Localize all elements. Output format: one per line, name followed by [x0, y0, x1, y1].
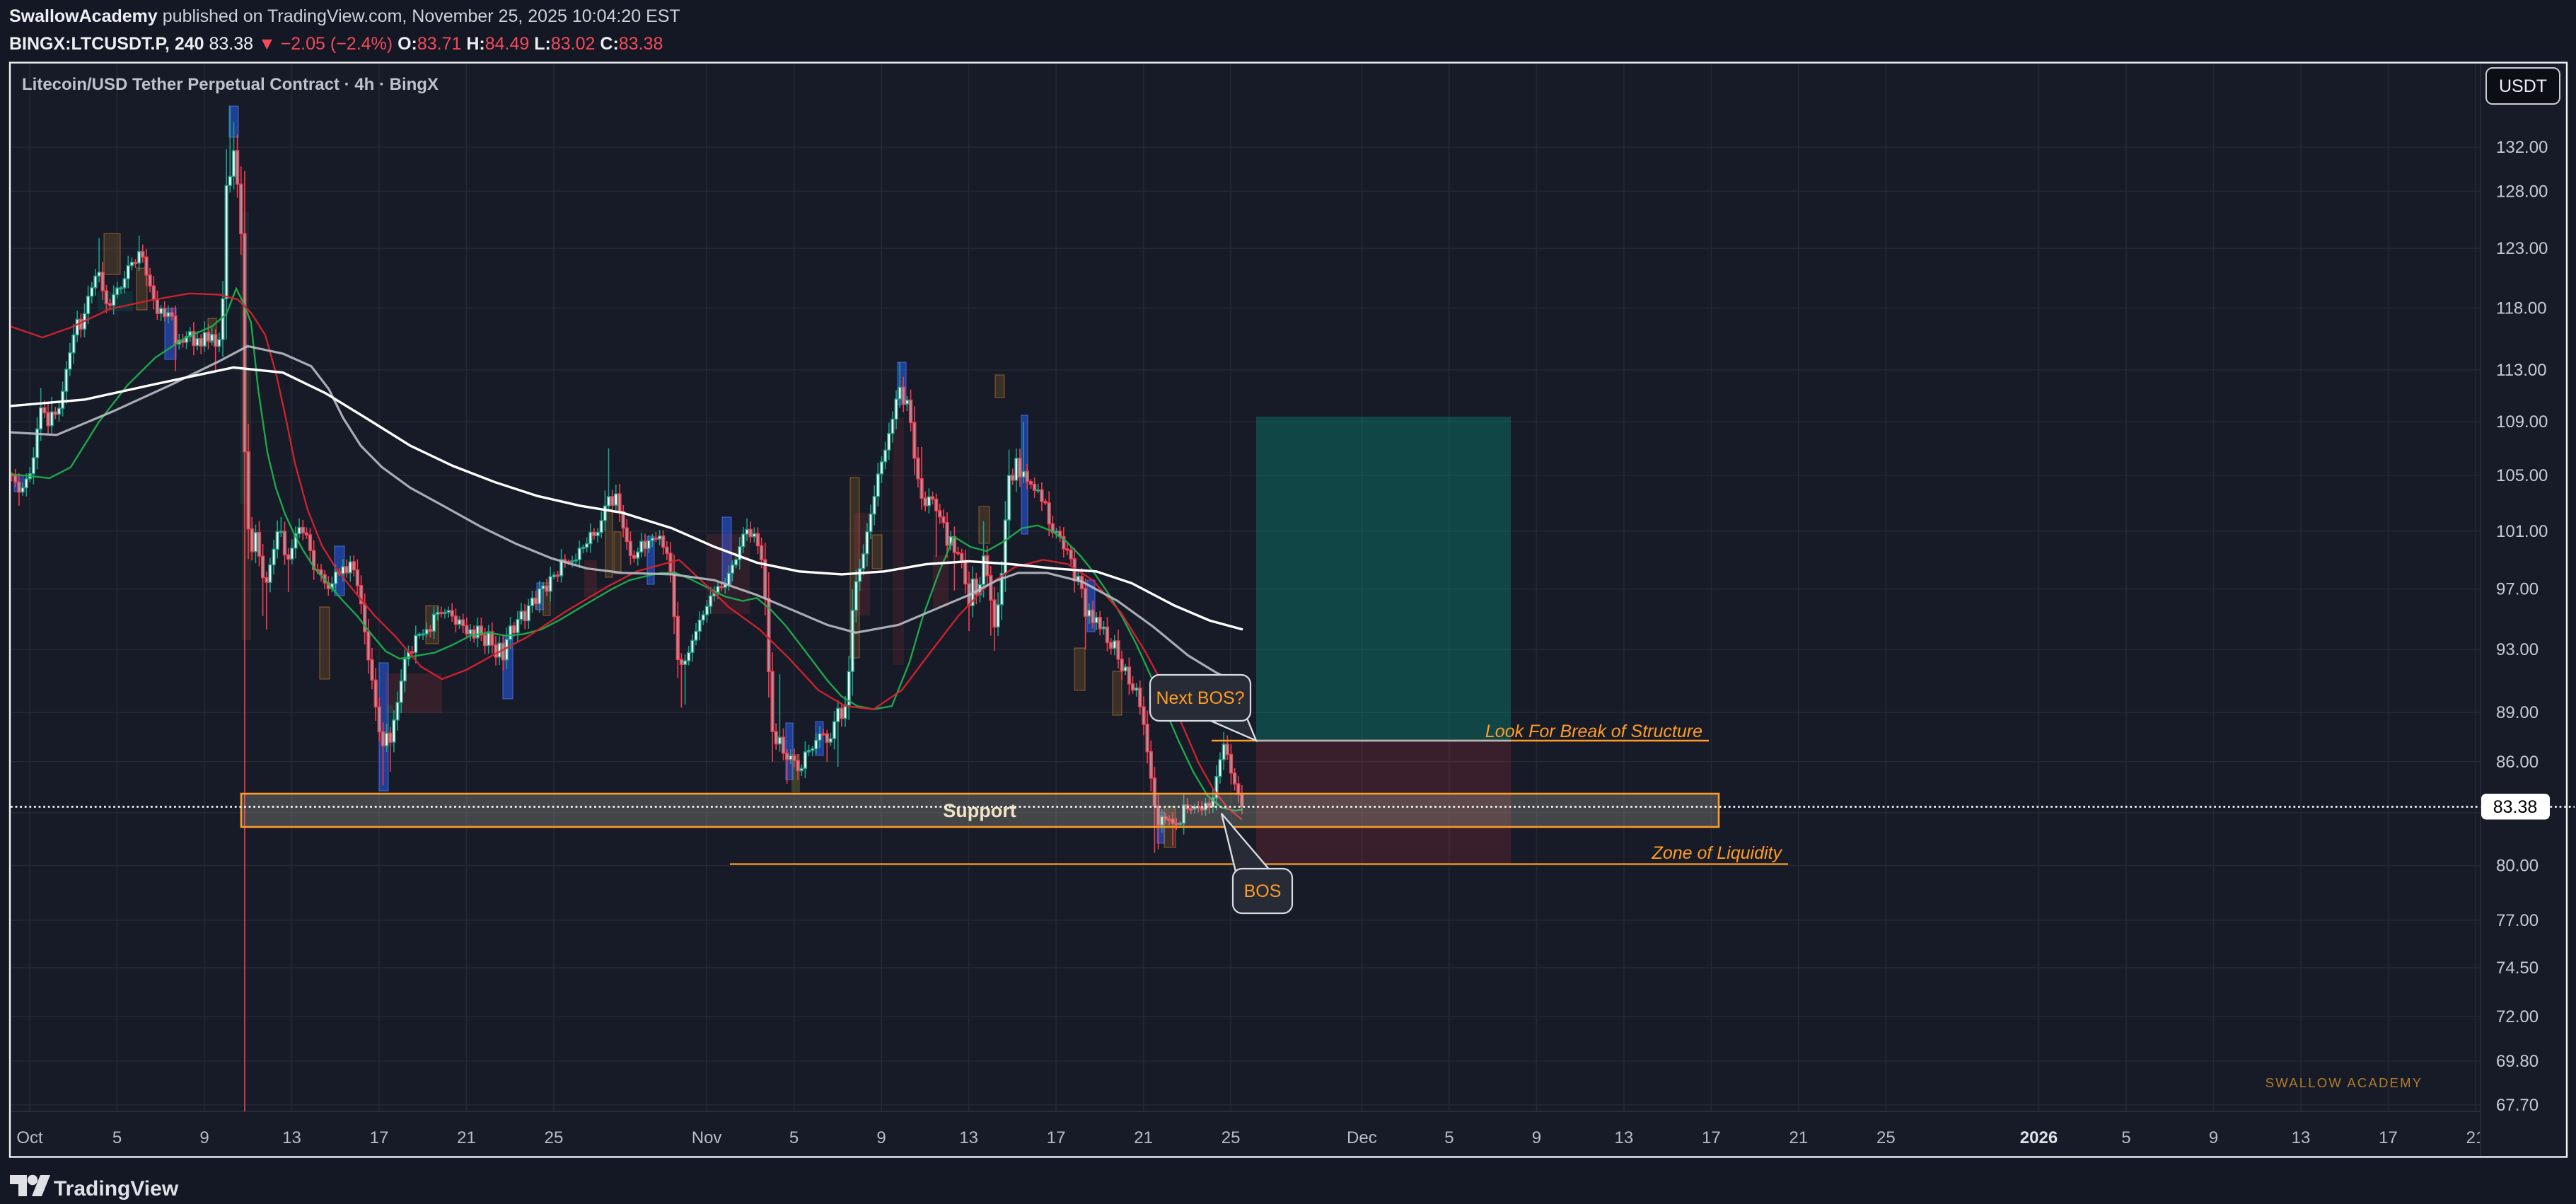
svg-text:128.00: 128.00: [2496, 182, 2548, 201]
svg-text:97.00: 97.00: [2496, 580, 2539, 599]
svg-text:Oct: Oct: [16, 1128, 43, 1147]
svg-text:123.00: 123.00: [2496, 239, 2548, 258]
svg-text:13: 13: [959, 1128, 978, 1147]
svg-text:25: 25: [545, 1128, 564, 1147]
svg-text:67.70: 67.70: [2496, 1096, 2539, 1115]
svg-text:83.38: 83.38: [2493, 797, 2538, 817]
svg-text:25: 25: [1222, 1128, 1241, 1147]
svg-text:Next BOS?: Next BOS?: [1156, 688, 1244, 708]
svg-text:105.00: 105.00: [2496, 466, 2548, 485]
svg-text:2026: 2026: [2020, 1128, 2058, 1147]
svg-text:13: 13: [282, 1128, 301, 1147]
svg-text:BINGX:LTCUSDT.P, 240 83.38 ▼ −: BINGX:LTCUSDT.P, 240 83.38 ▼ −2.05 (−2.4…: [9, 34, 663, 54]
svg-text:72.00: 72.00: [2496, 1007, 2539, 1026]
svg-text:17: 17: [1047, 1128, 1066, 1147]
svg-text:86.00: 86.00: [2496, 753, 2539, 772]
svg-text:Support: Support: [943, 800, 1016, 821]
svg-text:Nov: Nov: [692, 1128, 722, 1147]
svg-text:SWALLOW ACADEMY: SWALLOW ACADEMY: [2265, 1075, 2423, 1090]
svg-text:5: 5: [1444, 1128, 1454, 1147]
svg-text:17: 17: [2379, 1128, 2398, 1147]
svg-text:69.80: 69.80: [2496, 1052, 2539, 1071]
svg-text:17: 17: [370, 1128, 389, 1147]
svg-text:9: 9: [2209, 1128, 2218, 1147]
svg-text:93.00: 93.00: [2496, 640, 2539, 659]
svg-text:5: 5: [112, 1128, 122, 1147]
svg-text:Litecoin/USD Tether Perpetual: Litecoin/USD Tether Perpetual Contract ·…: [22, 75, 439, 94]
svg-text:132.00: 132.00: [2496, 138, 2548, 157]
svg-text:25: 25: [1876, 1128, 1896, 1147]
svg-text:9: 9: [199, 1128, 209, 1147]
svg-text:80.00: 80.00: [2496, 856, 2539, 875]
svg-text:USDT: USDT: [2499, 76, 2547, 96]
svg-text:Look For Break of Structure: Look For Break of Structure: [1485, 722, 1702, 741]
svg-text:5: 5: [789, 1128, 799, 1147]
svg-text:21: 21: [1789, 1128, 1809, 1147]
svg-text:74.50: 74.50: [2496, 959, 2539, 978]
svg-text:21: 21: [2466, 1128, 2485, 1147]
svg-text:Dec: Dec: [1347, 1128, 1377, 1147]
svg-text:13: 13: [1615, 1128, 1634, 1147]
svg-text:TradingView: TradingView: [54, 1177, 179, 1200]
svg-text:21: 21: [1134, 1128, 1153, 1147]
svg-text:113.00: 113.00: [2496, 361, 2547, 380]
svg-text:SwallowAcademy published on Tr: SwallowAcademy published on TradingView.…: [9, 6, 680, 26]
svg-text:13: 13: [2292, 1128, 2311, 1147]
svg-text:BOS: BOS: [1244, 881, 1282, 901]
svg-text:77.00: 77.00: [2496, 911, 2539, 930]
svg-text:17: 17: [1702, 1128, 1721, 1147]
svg-text:9: 9: [1532, 1128, 1541, 1147]
svg-text:5: 5: [2121, 1128, 2130, 1147]
svg-text:109.00: 109.00: [2496, 412, 2548, 432]
svg-text:Zone of Liquidity: Zone of Liquidity: [1652, 843, 1783, 863]
svg-text:9: 9: [876, 1128, 886, 1147]
svg-text:21: 21: [457, 1128, 476, 1147]
svg-text:101.00: 101.00: [2496, 522, 2548, 541]
svg-text:118.00: 118.00: [2496, 299, 2547, 318]
svg-text:89.00: 89.00: [2496, 703, 2539, 722]
